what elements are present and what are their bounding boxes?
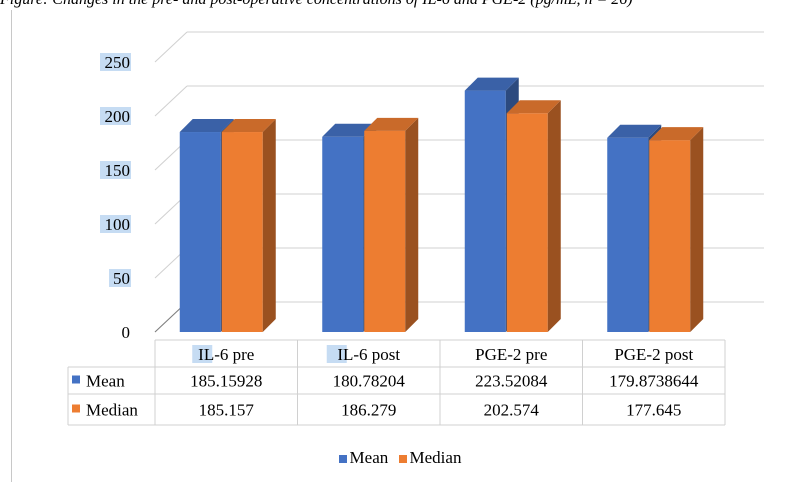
table-cell-median: 202.574 [484,401,540,420]
bar-side-median-0 [262,119,276,332]
category-label: PGE-2 post [614,345,693,364]
bar-median-0 [221,132,263,332]
category-label: IL-6 pre [198,345,254,364]
y-tick-highlight [100,215,131,233]
bar-top-mean-3 [607,124,662,138]
y-tick-label: 50 [113,269,130,288]
table-row-label-median: Median [86,401,138,420]
table-cell-median: 177.645 [626,401,681,420]
y-tick-highlight [100,53,131,71]
legend-label-mean: Mean [349,448,389,467]
y-tick-label: 0 [122,323,131,342]
category-highlight [192,345,213,363]
table-legend-key-median [72,404,80,413]
bar-top-median-3 [649,127,704,141]
legend-swatch-median [398,454,407,463]
category-label: PGE-2 pre [475,345,547,364]
bar-top-median-2 [506,100,561,114]
y-tick-highlight [109,269,131,287]
figure-left-border [11,10,12,482]
y-tick-label: 200 [105,107,131,126]
y-tick-label: 100 [105,215,131,234]
y-tick-highlight [100,107,131,125]
gridline-depth-200 [154,85,188,117]
y-tick-label: 150 [105,161,131,180]
bar-side-median-1 [405,117,419,332]
bar-top-median-0 [221,119,276,133]
table-cell-mean: 185.15928 [190,372,262,391]
bar-median-1 [364,130,406,332]
bar-mean-3 [607,137,649,332]
y-tick-highlight [100,161,131,179]
y-tick-label: 250 [105,53,131,72]
bar-top-mean-0 [179,119,234,133]
table-cell-mean: 223.52084 [475,372,548,391]
chart: 0 50 100 150 200 250 IL-6 pre IL-6 post PGE-2 pr… [67,31,764,426]
legend-swatch-mean [338,454,347,463]
table-cell-mean: 180.78204 [333,372,406,391]
table-cell-median: 185.157 [199,401,255,420]
bar-mean-1 [322,136,364,332]
table-row-label-mean: Mean [86,372,125,391]
table-cell-mean: 179.8738644 [609,372,699,391]
legend-label-median: Median [409,448,462,467]
bar-median-2 [506,113,548,332]
bar-median-3 [649,140,691,332]
bar-top-median-1 [364,117,419,131]
gridline-depth-250 [154,31,188,63]
table-cell-median: 186.279 [341,401,396,420]
bar-top-mean-1 [322,123,377,137]
table-legend-key-mean [72,375,80,384]
figure-caption: Figure: Changes in the pre- and post-ope… [0,0,794,11]
bar-side-median-2 [547,100,561,332]
bar-mean-2 [464,90,506,332]
bar-top-mean-2 [464,77,519,91]
legend: Mean Median [0,448,794,468]
category-highlight [326,345,347,363]
bar-mean-0 [179,132,221,332]
bar-side-median-3 [690,127,704,332]
category-label: IL-6 post [337,345,400,364]
